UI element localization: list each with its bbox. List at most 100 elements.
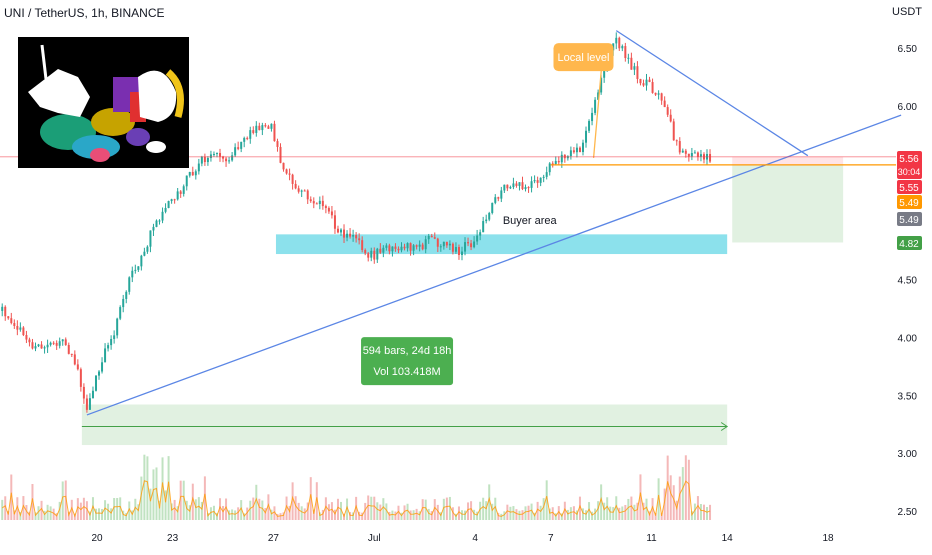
- volume-bar: [524, 506, 527, 520]
- candle-body: [615, 37, 618, 44]
- candle-body: [406, 243, 409, 249]
- symbol-title[interactable]: UNI / TetherUS, 1h, BINANCE: [4, 6, 165, 20]
- candle-body: [479, 232, 482, 236]
- volume-bar: [122, 510, 125, 520]
- volume-bar: [654, 512, 657, 520]
- candle-body: [518, 182, 521, 186]
- volume-bar: [506, 504, 509, 520]
- volume-bar: [681, 467, 684, 520]
- candle-body: [231, 155, 234, 161]
- volume-bar: [451, 507, 454, 520]
- volume-bar: [22, 496, 25, 520]
- volume-bar: [94, 508, 97, 520]
- volume-bar: [709, 504, 712, 520]
- candle-body: [19, 327, 22, 330]
- candle-body: [451, 243, 454, 252]
- candle-body: [355, 235, 358, 239]
- volume-bar: [104, 500, 107, 520]
- candle-body: [336, 228, 339, 233]
- volume-bar: [279, 513, 282, 520]
- volume-bar: [324, 497, 327, 520]
- candle-body: [225, 158, 228, 162]
- volume-bar: [433, 499, 436, 520]
- volume-bar: [270, 509, 273, 520]
- candle-body: [415, 245, 418, 247]
- candle-body: [445, 241, 448, 246]
- candle-body: [246, 137, 249, 139]
- volume-bar: [119, 497, 122, 520]
- candle-body: [91, 390, 94, 399]
- volume-bar: [527, 505, 530, 520]
- candle-body: [85, 398, 88, 410]
- candle-body: [261, 125, 264, 131]
- candle-body: [684, 150, 687, 154]
- candle-body: [49, 342, 52, 345]
- candle-body: [627, 57, 630, 59]
- volume-bar: [179, 480, 182, 520]
- x-tick-label: 23: [167, 533, 179, 544]
- x-tick-label: 20: [91, 533, 103, 544]
- volume-bar: [333, 509, 336, 520]
- candle-body: [678, 141, 681, 153]
- volume-bars: [1, 454, 712, 520]
- candle-body: [418, 244, 421, 247]
- candle-body: [630, 57, 633, 70]
- candle-body: [240, 141, 243, 149]
- volume-bar: [355, 496, 358, 520]
- candle-body: [509, 187, 512, 189]
- candle-body: [569, 150, 572, 157]
- candle-body: [560, 154, 563, 163]
- candle-body: [212, 153, 215, 155]
- candle-body: [128, 277, 131, 292]
- candle-body: [400, 246, 403, 251]
- candle-body: [624, 46, 627, 58]
- candle-body: [243, 137, 246, 142]
- volume-bar: [663, 488, 666, 520]
- volume-bar: [249, 500, 252, 520]
- candle-body: [200, 156, 203, 164]
- candle-body: [542, 176, 545, 178]
- y-tick-label: 6.50: [898, 44, 918, 55]
- candle-body: [101, 362, 104, 372]
- candle-body: [663, 100, 666, 108]
- volume-bar: [476, 511, 479, 520]
- candle-body: [361, 240, 364, 250]
- candle-body: [690, 153, 693, 157]
- candle-body: [503, 184, 506, 191]
- candle-body: [470, 243, 473, 248]
- candle-body: [373, 250, 376, 260]
- volume-bar: [170, 503, 173, 520]
- volume-bar: [421, 499, 424, 520]
- candle-body: [600, 77, 603, 93]
- volume-bar: [25, 505, 28, 520]
- volume-bar: [521, 510, 524, 520]
- candle-body: [88, 398, 91, 410]
- candle-body: [294, 183, 297, 189]
- volume-bar: [10, 474, 13, 520]
- volume-bar: [382, 498, 385, 520]
- volume-bar: [672, 485, 675, 520]
- measure-info-box: [361, 337, 454, 386]
- candle-body: [699, 154, 702, 157]
- volume-bar: [509, 506, 512, 520]
- volume-bar: [191, 483, 194, 520]
- candle-body: [206, 158, 209, 163]
- volume-bar: [137, 504, 140, 520]
- volume-ma-line: [1, 480, 711, 518]
- candle-body: [409, 243, 412, 251]
- candle-body: [270, 123, 273, 129]
- candle-body: [448, 243, 451, 246]
- candle-body: [424, 239, 427, 250]
- volume-bar: [64, 480, 67, 520]
- candle-body: [315, 203, 318, 205]
- volume-bar: [512, 506, 515, 520]
- candle-body: [439, 246, 442, 248]
- candle-body: [651, 82, 654, 93]
- volume-bar: [349, 512, 352, 520]
- volume-bar: [639, 474, 642, 520]
- volume-bar: [364, 502, 367, 520]
- candle-body: [267, 126, 270, 129]
- volume-bar: [58, 501, 61, 520]
- candle-body: [597, 92, 600, 100]
